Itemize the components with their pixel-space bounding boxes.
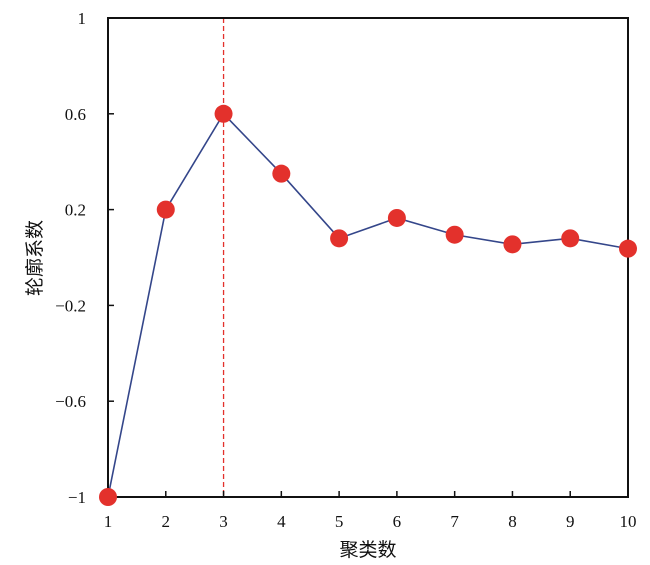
x-tick-label: 7	[450, 512, 459, 531]
data-point	[387, 208, 406, 227]
series-line	[107, 112, 629, 498]
x-tick-label: 10	[620, 512, 637, 531]
y-tick-label: −0.2	[55, 296, 86, 315]
data-point	[156, 200, 175, 219]
x-tick-label: 8	[508, 512, 517, 531]
plot-frame	[107, 17, 629, 498]
x-tick-label: 9	[566, 512, 575, 531]
data-point	[330, 229, 349, 248]
data-point	[619, 239, 637, 258]
x-tick-label: 1	[104, 512, 113, 531]
data-point	[99, 488, 117, 506]
y-tick-label: 0.6	[65, 105, 86, 124]
y-tick-label: −1	[68, 488, 86, 507]
data-point	[272, 164, 291, 183]
x-tick-label: 4	[277, 512, 286, 531]
x-axis-label: 聚类数	[339, 539, 396, 561]
data-point	[214, 104, 233, 123]
x-tick-label: 3	[219, 512, 228, 531]
y-axis-label: 轮廓系数	[24, 220, 46, 296]
x-tick-label: 2	[162, 512, 171, 531]
x-tick-label: 5	[335, 512, 344, 531]
data-point	[445, 225, 464, 244]
data-point	[561, 229, 580, 248]
y-tick-label: −0.6	[55, 392, 86, 411]
x-tick-label: 6	[393, 512, 402, 531]
y-tick-label: 1	[78, 9, 87, 28]
data-point	[503, 235, 522, 254]
y-tick-label: 0.2	[65, 201, 86, 220]
